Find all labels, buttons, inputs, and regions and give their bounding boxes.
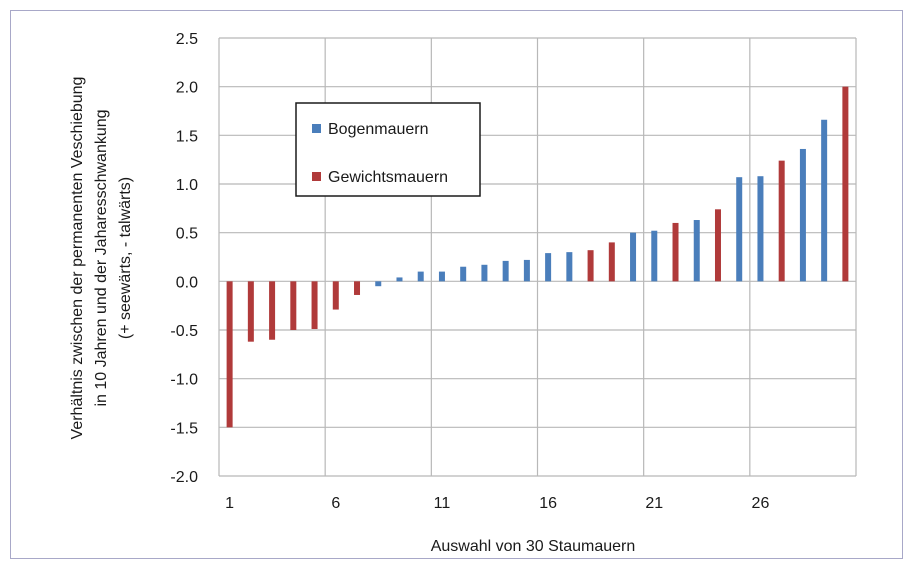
bar-bogenmauern-11	[438, 271, 445, 282]
bar-gewichtsmauern-4	[290, 281, 297, 330]
bar-gewichtsmauern-24	[714, 209, 721, 282]
y-tick-label: -1.5	[170, 420, 198, 437]
legend-label-gewichtsmauern: Gewichtsmauern	[328, 169, 448, 186]
y-tick-label: 0.5	[176, 226, 198, 243]
y-tick-label: 2.0	[176, 80, 198, 97]
y-tick-label: 1.5	[176, 128, 198, 145]
chart-frame	[10, 10, 903, 559]
bar-bogenmauern-13	[481, 264, 488, 282]
bar-bogenmauern-14	[502, 260, 509, 282]
bar-bogenmauern-10	[417, 271, 424, 282]
x-tick-label: 26	[752, 495, 770, 512]
legend: Bogenmauern Gewichtsmauern	[295, 102, 481, 197]
bar-gewichtsmauern-1	[226, 281, 233, 428]
x-axis-title: Auswahl von 30 Staumauern	[431, 538, 636, 555]
x-tick-label: 6	[331, 495, 340, 512]
y-tick-label: -2.0	[170, 469, 198, 486]
y-axis-title-line-2: in 10 Jahren und der Jaharesschwankung	[93, 109, 110, 406]
y-tick-label: -1.0	[170, 372, 198, 389]
bar-gewichtsmauern-3	[269, 281, 276, 340]
y-tick-label: 2.5	[176, 31, 198, 48]
bar-bogenmauern-29	[821, 119, 828, 282]
bar-bogenmauern-8	[375, 281, 382, 287]
x-tick-label: 21	[645, 495, 663, 512]
y-tick-label: 1.0	[176, 177, 198, 194]
x-tick-label: 11	[434, 495, 451, 512]
legend-label-bogenmauern: Bogenmauern	[328, 121, 429, 138]
bar-gewichtsmauern-6	[332, 281, 339, 310]
bar-bogenmauern-20	[630, 232, 637, 282]
bar-bogenmauern-15	[523, 259, 530, 282]
grid	[218, 37, 857, 477]
bar-gewichtsmauern-18	[587, 250, 594, 282]
legend-box	[295, 102, 481, 197]
bar-gewichtsmauern-27	[778, 160, 785, 282]
y-axis-title-line-1: Verhältnis zwischen der permanenten Vesc…	[69, 77, 86, 440]
bar-gewichtsmauern-22	[672, 222, 679, 282]
y-tick-label: -0.5	[170, 323, 198, 340]
bar-bogenmauern-12	[460, 266, 467, 282]
bars	[226, 86, 849, 428]
y-axis-title: Verhältnis zwischen der permanenten Vesc…	[69, 77, 134, 440]
bar-gewichtsmauern-5	[311, 281, 318, 330]
bar-gewichtsmauern-2	[247, 281, 254, 342]
bar-bogenmauern-16	[545, 253, 552, 282]
bar-bogenmauern-28	[799, 148, 806, 282]
bar-bogenmauern-17	[566, 252, 573, 282]
bar-bogenmauern-26	[757, 176, 764, 282]
x-tick-label: 1	[225, 495, 234, 512]
y-tick-label: 0.0	[176, 274, 198, 291]
y-axis-title-line-3: (+ seewärts, - talwärts)	[117, 177, 134, 339]
bar-bogenmauern-25	[736, 177, 743, 282]
bar-bogenmauern-23	[693, 220, 700, 282]
x-tick-label: 16	[539, 495, 557, 512]
tick-labels: 2.52.01.51.00.50.0-0.5-1.0-1.5-2.01 6 11 16…	[170, 31, 769, 512]
legend-swatch-gewichtsmauern	[312, 172, 321, 181]
bar-bogenmauern-9	[396, 277, 403, 282]
bar-bogenmauern-21	[651, 230, 658, 282]
bar-gewichtsmauern-30	[842, 86, 849, 282]
bar-gewichtsmauern-7	[354, 281, 361, 295]
bar-gewichtsmauern-19	[608, 242, 615, 282]
legend-swatch-bogenmauern	[312, 124, 321, 133]
